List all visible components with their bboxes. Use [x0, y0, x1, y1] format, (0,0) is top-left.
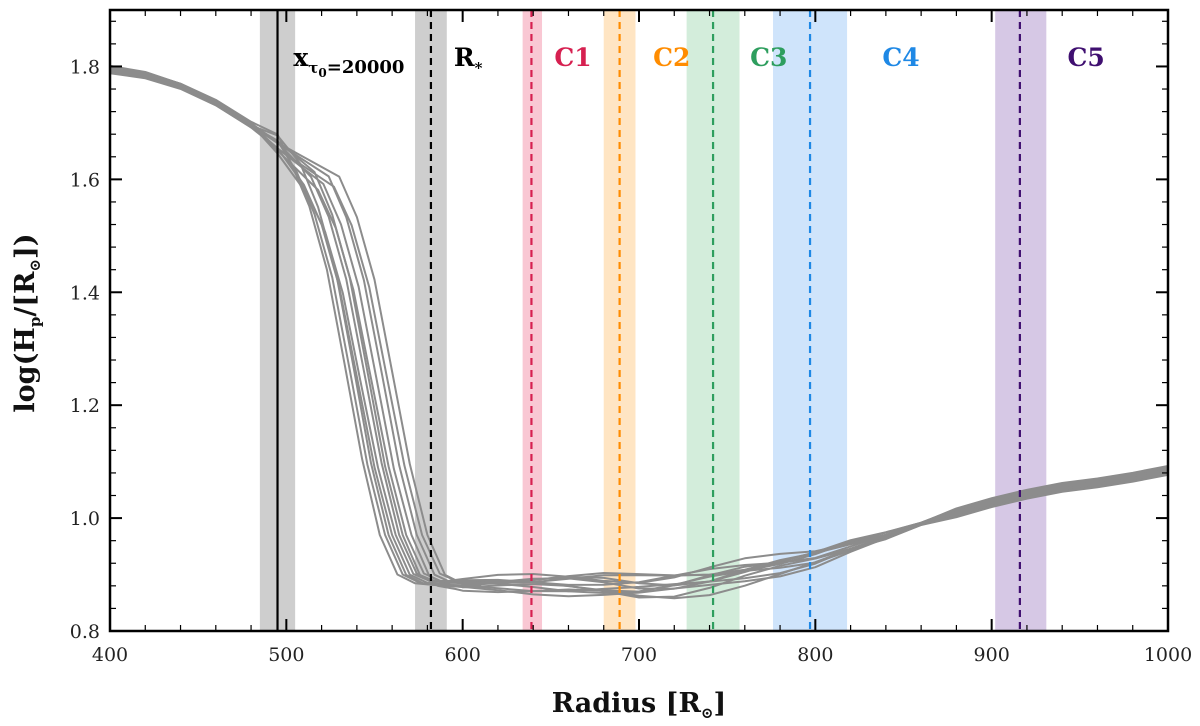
y-tick-label: 1.0	[70, 508, 100, 530]
band-r-star	[415, 10, 447, 631]
y-tick-label: 1.6	[70, 169, 100, 191]
x-tick-label: 1000	[1144, 644, 1192, 666]
x-tick-label: 700	[621, 644, 657, 666]
label-c3: C3	[750, 43, 787, 72]
series-model-8	[110, 69, 1168, 594]
x-axis-title: Radius [R⊙]	[552, 688, 727, 722]
y-axis-ticks: 0.8 1.0 1.2 1.4 1.6 1.8	[70, 20, 1168, 643]
y-tick-label: 1.4	[70, 282, 100, 304]
x-tick-label: 600	[445, 644, 481, 666]
y-axis-title: log(Hp/[R⊙])	[10, 233, 44, 412]
label-c4: C4	[882, 43, 919, 72]
y-tick-label: 0.8	[70, 621, 100, 643]
label-c1: C1	[554, 43, 591, 72]
x-tick-label: 400	[92, 644, 128, 666]
model-curves	[110, 64, 1168, 600]
band-c1	[522, 10, 543, 631]
x-tick-label: 500	[268, 644, 304, 666]
band-c2	[603, 10, 636, 631]
band-c3	[686, 10, 740, 631]
label-r-star: R*	[454, 43, 483, 77]
marker-labels: xτ0=20000 R* C1 C2 C3 C4 C5	[293, 43, 1104, 80]
x-axis-ticks: 400 500 600 700 800 900 1000	[92, 10, 1192, 666]
y-tick-label: 1.8	[70, 56, 100, 78]
y-tick-label: 1.2	[70, 395, 100, 417]
series-model-12	[110, 67, 1168, 590]
label-c2: C2	[653, 43, 690, 72]
label-x-tau0: xτ0=20000	[293, 43, 404, 80]
uncertainty-bands	[259, 10, 1047, 631]
series-model-10	[110, 66, 1168, 585]
series-model-11	[110, 72, 1168, 600]
label-c5: C5	[1067, 43, 1104, 72]
marker-lines	[276, 10, 1021, 631]
band-c4	[773, 10, 848, 631]
band-c5	[995, 10, 1047, 631]
x-tick-label: 900	[974, 644, 1010, 666]
series-model-6	[110, 70, 1168, 599]
x-tick-label: 800	[797, 644, 833, 666]
series-model-7	[110, 64, 1168, 584]
